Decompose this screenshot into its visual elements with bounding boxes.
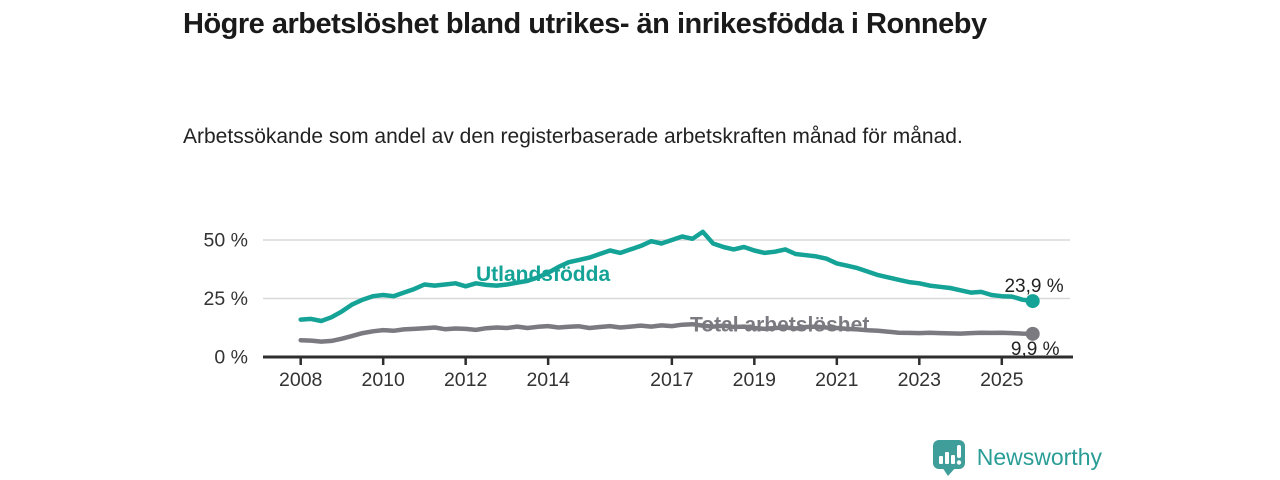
series-end-dot-total [1025, 326, 1040, 341]
page-title: Högre arbetslöshet bland utrikes- än inr… [183, 8, 987, 40]
x-axis-tick-label: 2021 [815, 369, 858, 391]
series-label-total: Total arbetslöshet [690, 313, 869, 336]
series-line-total [298, 321, 1035, 344]
series-label-utlandsfodda: Utlandsfödda [476, 263, 610, 286]
x-axis-tick-label: 2012 [444, 369, 487, 391]
x-axis-tick-label: 2008 [279, 369, 322, 391]
chart-subtitle: Arbetssökande som andel av den registerb… [183, 125, 963, 148]
y-axis-tick-label: 25 % [204, 288, 248, 310]
series-end-label-total: 9,9 % [1011, 339, 1060, 360]
series-end-dot-utlandsfodda [1025, 294, 1040, 309]
bar-chart-speech-bubble-icon [932, 440, 965, 476]
x-axis-tick-label: 2017 [650, 369, 693, 391]
x-axis-tick-label: 2010 [361, 369, 405, 391]
y-axis-tick-label: 50 % [204, 230, 248, 252]
brand-footer: Newsworthy [932, 439, 1102, 476]
x-axis-tick-label: 2023 [898, 369, 941, 391]
x-axis-tick-label: 2019 [733, 369, 776, 391]
series-end-label-utlandsfodda: 23,9 % [1004, 276, 1063, 297]
brand-name: Newsworthy [976, 444, 1102, 470]
x-axis-tick-label: 2014 [526, 369, 570, 391]
series-line-utlandsfodda [298, 229, 1035, 324]
x-axis-tick-label: 2025 [980, 369, 1024, 391]
y-axis-tick-label: 0 % [214, 347, 248, 369]
